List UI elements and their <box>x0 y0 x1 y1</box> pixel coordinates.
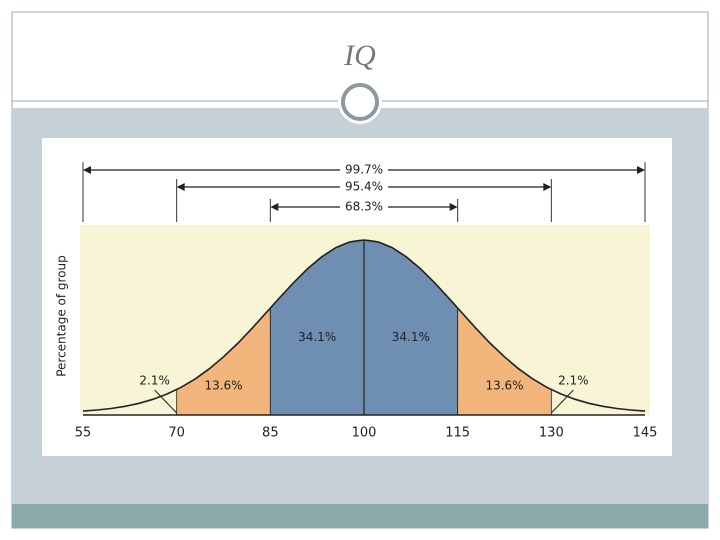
x-tick-label: 55 <box>75 426 92 441</box>
x-tick-label: 85 <box>262 426 279 441</box>
y-axis-label: Percentage of group <box>55 255 69 377</box>
region-label: 34.1% <box>392 330 430 344</box>
x-tick-label: 115 <box>445 426 470 441</box>
range-label-bg <box>340 200 388 214</box>
chart: 2.1% 13.6% 34.1% 34.1% 13.6% 2.1% 99.7% 95.4% 68… <box>55 162 658 441</box>
range-label: 68.3% <box>345 200 383 214</box>
region-label: 34.1% <box>298 330 336 344</box>
range-label: 99.7% <box>345 163 383 177</box>
x-tick-label: 145 <box>633 426 658 441</box>
x-tick-label: 130 <box>539 426 564 441</box>
footer-bar <box>12 504 708 528</box>
range-label-bg <box>340 180 388 194</box>
leader-line <box>550 389 574 414</box>
range-label: 95.4% <box>345 180 383 194</box>
region-label: 2.1% <box>139 374 170 388</box>
x-tick-label: 100 <box>352 426 377 441</box>
range-label-bg <box>340 163 388 177</box>
slide-title: IQ <box>343 39 376 72</box>
region-label: 13.6% <box>204 378 242 392</box>
title-ring <box>341 83 379 121</box>
x-tick-label: 70 <box>168 426 185 441</box>
leader-line <box>154 389 178 414</box>
region-label: 13.6% <box>485 378 523 392</box>
region-label: 2.1% <box>558 374 589 388</box>
